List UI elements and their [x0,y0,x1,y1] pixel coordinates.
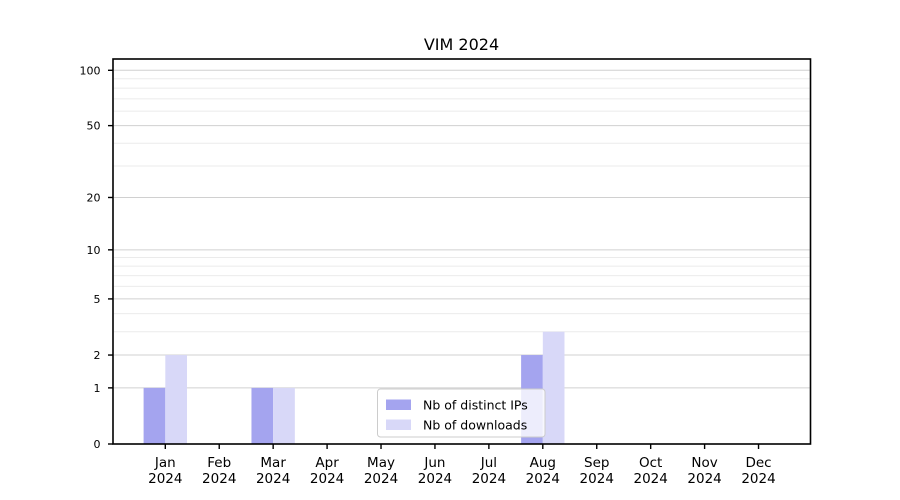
x-tick-label-month: Feb [207,455,231,471]
y-axis-ticks: 0 1 2 5 10 20 50 100 [80,64,113,451]
y-tick-label: 0 [94,438,101,451]
x-tick-label-month: Jan [154,455,176,471]
x-tick-label-month: Sep [584,455,609,471]
x-tick-label-year: 2024 [633,471,667,487]
x-tick-label-year: 2024 [310,471,344,487]
x-tick-label-month: Jul [480,455,497,471]
legend-swatch-distinct-ips [386,399,411,410]
bar-mar-downloads [273,387,295,444]
y-tick-label: 2 [94,349,101,362]
legend: Nb of distinct IPs Nb of downloads [377,388,546,438]
y-tick-label: 20 [87,191,101,204]
x-tick-label-month: Jun [423,455,445,471]
x-tick-label-month: Apr [315,455,339,471]
x-tick-label-year: 2024 [364,471,398,487]
legend-swatch-downloads [386,419,411,430]
x-tick-label-year: 2024 [526,471,560,487]
gridlines [113,69,810,389]
y-tick-label: 5 [94,293,101,306]
y-tick-label: 1 [94,382,101,395]
legend-label-distinct-ips: Nb of distinct IPs [423,398,528,413]
x-tick-label-month: Nov [691,455,717,471]
x-tick-label-year: 2024 [472,471,506,487]
x-tick-label-month: Mar [260,455,286,471]
x-tick-label-year: 2024 [687,471,721,487]
chart-title: VIM 2024 [424,35,499,54]
x-tick-label-month: May [367,455,395,471]
x-tick-label-month: Aug [530,455,556,471]
x-tick-label-year: 2024 [741,471,775,487]
x-tick-label-month: Oct [639,455,662,471]
bar-mar-distinct-ips [251,387,274,444]
legend-rows: Nb of distinct IPs Nb of downloads [386,398,528,433]
bar-aug-downloads [542,331,565,444]
x-tick-label-year: 2024 [256,471,290,487]
y-tick-label: 50 [87,120,101,133]
x-tick-label-year: 2024 [202,471,236,487]
y-tick-label: 10 [87,244,101,257]
x-tick-label-year: 2024 [418,471,452,487]
legend-label-downloads: Nb of downloads [423,418,527,433]
x-tick-label-year: 2024 [580,471,614,487]
x-tick-label-year: 2024 [148,471,182,487]
bar-jan-downloads [165,355,187,444]
y-tick-label: 100 [80,64,101,77]
x-axis-ticks: Jan2024Feb2024Mar2024Apr2024May2024Jun20… [148,444,776,487]
x-tick-label-month: Dec [745,455,771,471]
bar-jan-distinct-ips [143,387,166,444]
bar-series-group [143,331,565,444]
legend-box [377,388,546,438]
plot-border [112,58,812,445]
